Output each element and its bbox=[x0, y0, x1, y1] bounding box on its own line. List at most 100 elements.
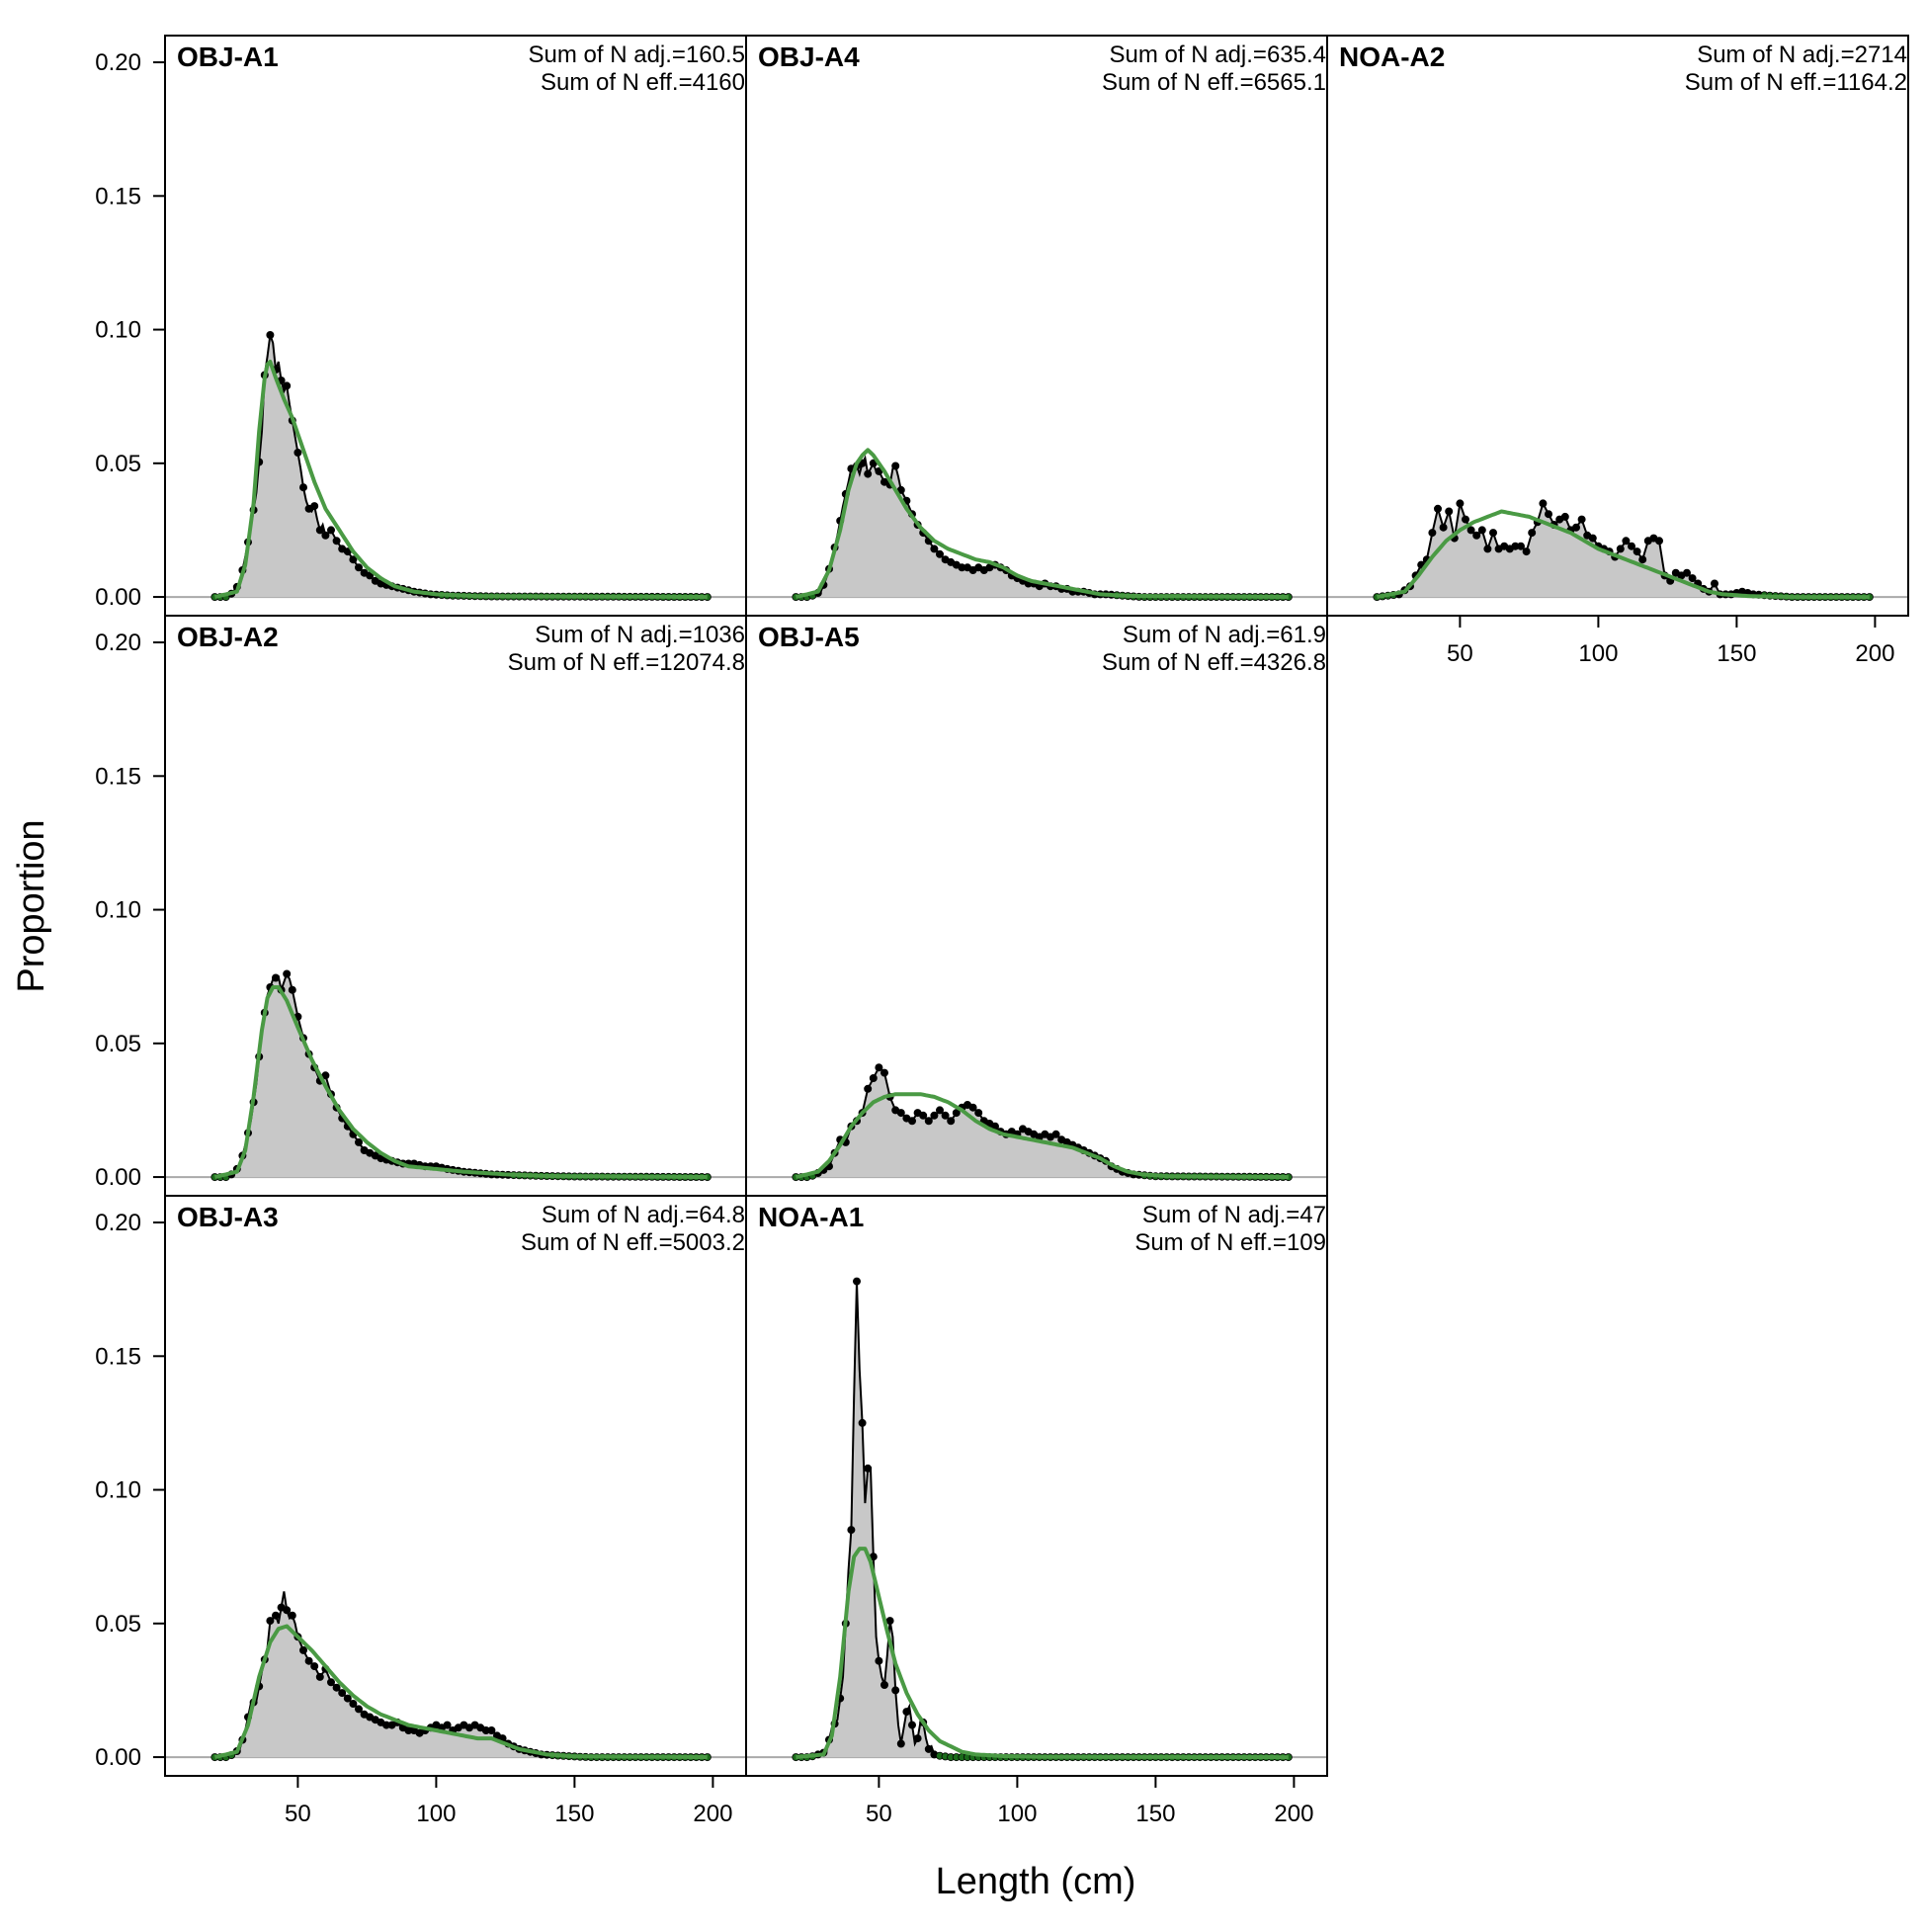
observed-point bbox=[1445, 507, 1454, 516]
observed-point bbox=[443, 1721, 452, 1729]
sum-n-eff-label: Sum of N eff.=6565.1 bbox=[1102, 69, 1326, 96]
observed-point bbox=[875, 1063, 883, 1072]
panel-frame bbox=[745, 615, 1328, 1197]
observed-point bbox=[338, 1689, 347, 1698]
panel-title: NOA-A1 bbox=[758, 1202, 864, 1232]
x-tick-label: 150 bbox=[1135, 1801, 1175, 1827]
observed-point bbox=[1560, 512, 1569, 521]
observed-point bbox=[266, 330, 275, 339]
x-tick-label: 50 bbox=[1447, 640, 1473, 667]
x-tick-label: 200 bbox=[1855, 640, 1894, 667]
observed-point bbox=[332, 537, 341, 546]
observed-point bbox=[321, 531, 330, 540]
observed-point bbox=[1588, 534, 1597, 543]
y-tick-label: 0.15 bbox=[95, 1343, 141, 1370]
observed-point bbox=[1545, 510, 1553, 519]
observed-point bbox=[896, 1109, 905, 1118]
panel-title: OBJ-A3 bbox=[177, 1202, 279, 1232]
observed-point bbox=[896, 1739, 905, 1748]
y-tick-label: 0.05 bbox=[95, 1031, 141, 1057]
observed-point bbox=[1539, 499, 1548, 508]
sum-n-adj-label: Sum of N adj.=160.5 bbox=[529, 42, 745, 68]
x-tick-label: 100 bbox=[416, 1801, 456, 1827]
observed-point bbox=[1051, 1130, 1060, 1138]
x-tick-label: 50 bbox=[866, 1801, 892, 1827]
sum-n-adj-label: Sum of N adj.=61.9 bbox=[1123, 622, 1326, 648]
observed-point bbox=[941, 1111, 950, 1120]
panel-frame bbox=[745, 1195, 1328, 1777]
y-tick-label: 0.00 bbox=[95, 584, 141, 611]
x-tick-label: 200 bbox=[693, 1801, 732, 1827]
observed-point bbox=[1572, 523, 1581, 532]
expected-line bbox=[213, 985, 708, 1180]
sum-n-eff-label: Sum of N eff.=1164.2 bbox=[1685, 69, 1907, 96]
observed-point bbox=[354, 1137, 363, 1146]
observed-point bbox=[924, 1117, 933, 1126]
observed-area bbox=[214, 973, 708, 1178]
observed-point bbox=[1477, 526, 1486, 535]
observed-area bbox=[214, 335, 708, 598]
observed-point bbox=[968, 1103, 977, 1112]
observed-point bbox=[1466, 526, 1475, 535]
sum-n-adj-label: Sum of N adj.=2714 bbox=[1697, 42, 1907, 68]
expected-line bbox=[1376, 509, 1870, 600]
y-tick-label: 0.15 bbox=[95, 763, 141, 790]
expected-line bbox=[796, 1547, 1289, 1760]
sum-n-eff-label: Sum of N eff.=12074.8 bbox=[508, 649, 745, 676]
sum-n-adj-label: Sum of N adj.=64.8 bbox=[542, 1202, 745, 1228]
observed-point bbox=[1462, 515, 1470, 524]
observed-point bbox=[880, 1068, 889, 1077]
expected-line bbox=[213, 1624, 708, 1760]
panel-title: NOA-A2 bbox=[1339, 42, 1445, 72]
observed-point bbox=[288, 1611, 296, 1620]
y-tick-label: 0.10 bbox=[95, 1477, 141, 1504]
observed-point bbox=[1616, 545, 1625, 553]
panel-title: OBJ-A2 bbox=[177, 622, 279, 652]
observed-point bbox=[271, 973, 280, 982]
observed-point bbox=[354, 1705, 363, 1714]
x-tick-label: 150 bbox=[1717, 640, 1756, 667]
sum-n-eff-label: Sum of N eff.=4326.8 bbox=[1102, 649, 1326, 676]
observed-point bbox=[869, 1074, 878, 1083]
observed-point bbox=[864, 469, 873, 478]
observed-point bbox=[1655, 537, 1664, 546]
observed-point bbox=[310, 502, 319, 511]
observed-point bbox=[266, 1617, 275, 1626]
observed-point bbox=[283, 1606, 292, 1615]
y-tick-label: 0.10 bbox=[95, 317, 141, 344]
observed-point bbox=[1633, 547, 1641, 556]
observed-point bbox=[924, 1744, 933, 1753]
y-tick-label: 0.20 bbox=[95, 49, 141, 76]
observed-point bbox=[349, 555, 358, 564]
observed-point bbox=[1434, 504, 1443, 513]
sum-n-adj-label: Sum of N adj.=635.4 bbox=[1110, 42, 1326, 68]
y-tick-label: 0.05 bbox=[95, 1611, 141, 1638]
observed-point bbox=[902, 1708, 911, 1717]
x-tick-label: 100 bbox=[1578, 640, 1618, 667]
observed-point bbox=[1428, 529, 1437, 538]
observed-point bbox=[304, 1656, 313, 1665]
observed-point bbox=[919, 1111, 928, 1120]
observed-point bbox=[930, 545, 939, 553]
observed-point bbox=[288, 985, 296, 994]
observed-point bbox=[343, 1694, 352, 1703]
x-tick-label: 50 bbox=[285, 1801, 311, 1827]
y-tick-label: 0.15 bbox=[95, 183, 141, 210]
observed-point bbox=[326, 526, 335, 535]
observed-point bbox=[354, 563, 363, 572]
observed-point bbox=[310, 1662, 319, 1671]
observed-point bbox=[1483, 545, 1492, 553]
y-tick-label: 0.05 bbox=[95, 451, 141, 477]
observed-point bbox=[880, 1681, 889, 1690]
x-tick-label: 100 bbox=[997, 1801, 1037, 1827]
sum-n-adj-label: Sum of N adj.=1036 bbox=[535, 622, 745, 648]
expected-line bbox=[213, 360, 708, 600]
x-tick-label: 150 bbox=[554, 1801, 594, 1827]
observed-area bbox=[214, 1591, 708, 1758]
observed-area bbox=[796, 1281, 1289, 1758]
observed-point bbox=[947, 1117, 956, 1126]
observed-area bbox=[796, 1067, 1289, 1178]
panel-frame bbox=[164, 1195, 747, 1777]
